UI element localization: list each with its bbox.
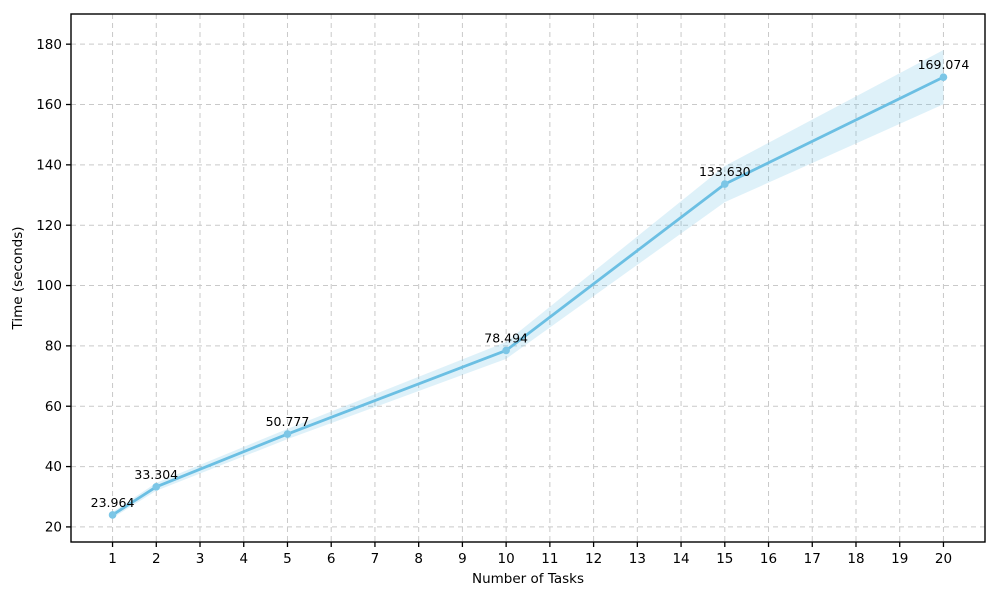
data-point-marker [152, 482, 161, 491]
x-tick-label: 13 [629, 551, 646, 567]
x-tick-label: 7 [371, 551, 380, 567]
y-tick-label: 100 [36, 278, 62, 294]
grid-layer [71, 14, 985, 542]
axis-tick-label-layer: 1 2 3 4 5 6 7 8 9 10 11 12 13 14 15 16 17 18 19 20204060801… [36, 37, 952, 567]
data-point-marker [502, 346, 510, 355]
confidence-band-layer [112, 49, 944, 518]
plot-border [70, 13, 986, 543]
x-tick-label: 12 [585, 551, 602, 567]
x-tick-label: 19 [891, 551, 908, 567]
data-point-marker [720, 180, 729, 188]
x-axis-label: Number of Tasks [472, 571, 584, 587]
series-line-layer [111, 75, 945, 517]
x-tick-label: 2 [152, 551, 161, 567]
x-tick-label: 6 [327, 551, 336, 567]
y-tick-label: 120 [36, 218, 62, 234]
data-point-marker [108, 511, 117, 519]
x-tick-label: 16 [760, 551, 777, 567]
plot-border-layer [70, 13, 986, 543]
data-point-marker [939, 73, 948, 81]
x-tick-label: 3 [196, 551, 205, 567]
y-tick-label: 40 [45, 459, 62, 475]
data-point-marker [283, 430, 292, 438]
x-tick-label: 14 [672, 551, 689, 567]
y-tick-label: 20 [45, 520, 62, 536]
data-point-marker-layer [108, 73, 948, 519]
data-point-label: 78.494 [484, 330, 528, 345]
axis-tick-layer [66, 43, 945, 547]
data-point-label: 23.964 [91, 495, 135, 510]
y-tick-label: 60 [45, 399, 62, 415]
x-tick-label: 8 [414, 551, 423, 567]
x-tick-label: 10 [498, 551, 515, 567]
y-tick-label: 80 [45, 338, 62, 354]
y-tick-label: 160 [36, 97, 62, 113]
x-tick-label: 11 [541, 551, 558, 567]
data-point-label: 169.074 [918, 57, 970, 72]
y-axis-label: Time (seconds) [10, 226, 26, 330]
data-point-label-layer: 23.964 33.304 50.777 78.494 133.630 169.074 [91, 57, 970, 510]
y-tick-label: 180 [36, 37, 62, 53]
x-tick-label: 15 [716, 551, 733, 567]
data-point-label: 33.304 [134, 467, 178, 482]
x-tick-label: 1 [108, 551, 117, 567]
data-point-label: 133.630 [699, 164, 751, 179]
y-tick-label: 140 [36, 157, 62, 173]
x-tick-label: 5 [283, 551, 292, 567]
x-tick-label: 18 [847, 551, 864, 567]
confidence-band [112, 49, 944, 518]
x-tick-label: 4 [239, 551, 248, 567]
x-tick-label: 17 [804, 551, 821, 567]
x-tick-label: 9 [458, 551, 467, 567]
series-line [111, 75, 945, 517]
x-tick-label: 20 [935, 551, 952, 567]
data-point-label: 50.777 [266, 414, 310, 429]
